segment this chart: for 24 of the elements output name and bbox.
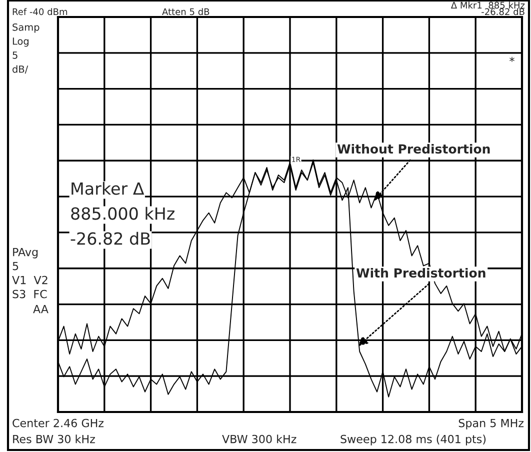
text: Atten 5 dB xyxy=(162,8,210,16)
text: Δ Mkr1 885 kHz xyxy=(450,2,525,9)
text: Samp xyxy=(12,23,40,33)
text: Sweep 12.08 ms (401 pts) xyxy=(340,434,486,446)
text: -26.82 dB xyxy=(482,8,524,16)
text: Log xyxy=(12,38,28,47)
text: S3 FC xyxy=(12,290,47,298)
text: Ref -40 dBm xyxy=(12,8,68,16)
annotation: Marker Δ xyxy=(72,182,144,195)
text: V1 V2 xyxy=(12,276,48,284)
text: VBW 300 kHz xyxy=(222,434,296,444)
text: Res BW 30 kHz xyxy=(13,434,95,444)
text: dB/ xyxy=(12,65,28,74)
text: AA xyxy=(33,304,48,314)
text: 5 xyxy=(12,52,18,59)
text: 5 xyxy=(12,262,18,270)
text: PAvg xyxy=(13,248,38,258)
text: * xyxy=(510,56,514,62)
annotation: -26.82 dB xyxy=(70,232,150,245)
series-label: With Predistortion xyxy=(356,268,486,278)
annotation: 885.000 kHz xyxy=(71,206,174,220)
text: Center 2.46 GHz xyxy=(12,418,104,428)
series-label: Without Predistortion xyxy=(337,144,490,154)
text: Span 5 MHz xyxy=(458,418,524,430)
